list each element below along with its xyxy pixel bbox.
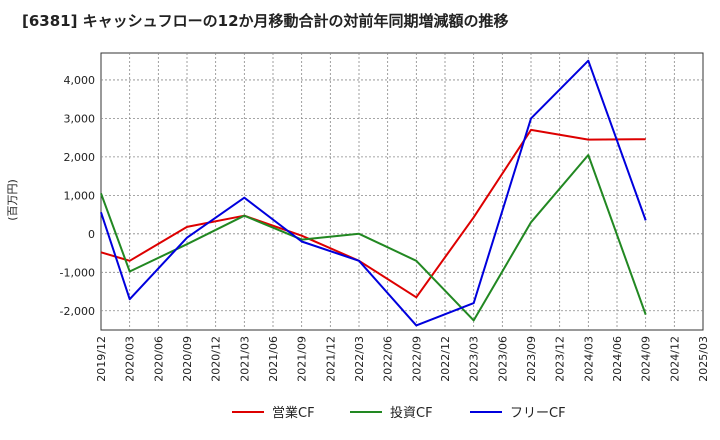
series-layer <box>100 59 647 327</box>
y-tick-label: 3,000 <box>64 112 96 125</box>
x-tick-label: 2022/12 <box>439 336 452 382</box>
x-tick-label: 2021/03 <box>238 336 251 382</box>
x-tick-label: 2023/06 <box>496 336 509 382</box>
x-tick-label: 2021/06 <box>267 336 280 382</box>
chart-title: [6381] キャッシュフローの12か月移動合計の対前年同期増減額の推移 <box>22 12 509 30</box>
x-tick-label: 2024/12 <box>668 336 681 382</box>
legend-label: 投資CF <box>390 405 433 421</box>
x-tick-label: 2022/09 <box>410 336 423 382</box>
y-tick-label: -1,000 <box>60 266 95 279</box>
axis-layer: -2,000 -1,000 0 1,000 2,000 3,000 4,000 2019/12… <box>60 74 710 382</box>
y-tick-label: -2,000 <box>60 305 95 318</box>
x-tick-label: 2023/03 <box>468 336 481 382</box>
x-tick-label: 2022/03 <box>353 336 366 382</box>
x-tick-label: 2024/03 <box>582 336 595 382</box>
x-tick-label: 2020/12 <box>210 336 223 382</box>
x-tick-label: 2021/12 <box>324 336 337 382</box>
legend: 営業CF 投資CF フリーCF <box>232 405 566 421</box>
x-tick-label: 2022/06 <box>382 336 395 382</box>
y-tick-label: 4,000 <box>64 74 96 87</box>
x-tick-label: 2023/12 <box>554 336 567 382</box>
legend-label: フリーCF <box>510 406 566 421</box>
x-tick-label: 2024/09 <box>640 336 653 382</box>
x-tick-label: 2025/03 <box>697 336 710 382</box>
x-tick-label: 2024/06 <box>611 336 624 382</box>
x-tick-label: 2020/03 <box>124 336 137 382</box>
y-tick-label: 1,000 <box>64 189 96 202</box>
x-tick-label: 2020/09 <box>181 336 194 382</box>
y-tick-label: 2,000 <box>64 151 96 164</box>
x-tick-label: 2023/09 <box>525 336 538 382</box>
legend-label: 営業CF <box>272 405 315 421</box>
x-tick-label: 2019/12 <box>95 336 108 382</box>
x-tick-label: 2020/06 <box>152 336 165 382</box>
y-tick-label: 0 <box>88 228 95 241</box>
series-line <box>100 59 647 327</box>
series-line <box>100 154 647 322</box>
y-axis-label: (百万円) <box>6 179 19 221</box>
x-tick-label: 2021/09 <box>296 336 309 382</box>
